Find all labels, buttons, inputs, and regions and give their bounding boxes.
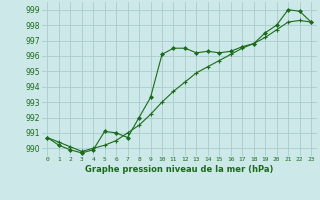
X-axis label: Graphe pression niveau de la mer (hPa): Graphe pression niveau de la mer (hPa) — [85, 165, 273, 174]
